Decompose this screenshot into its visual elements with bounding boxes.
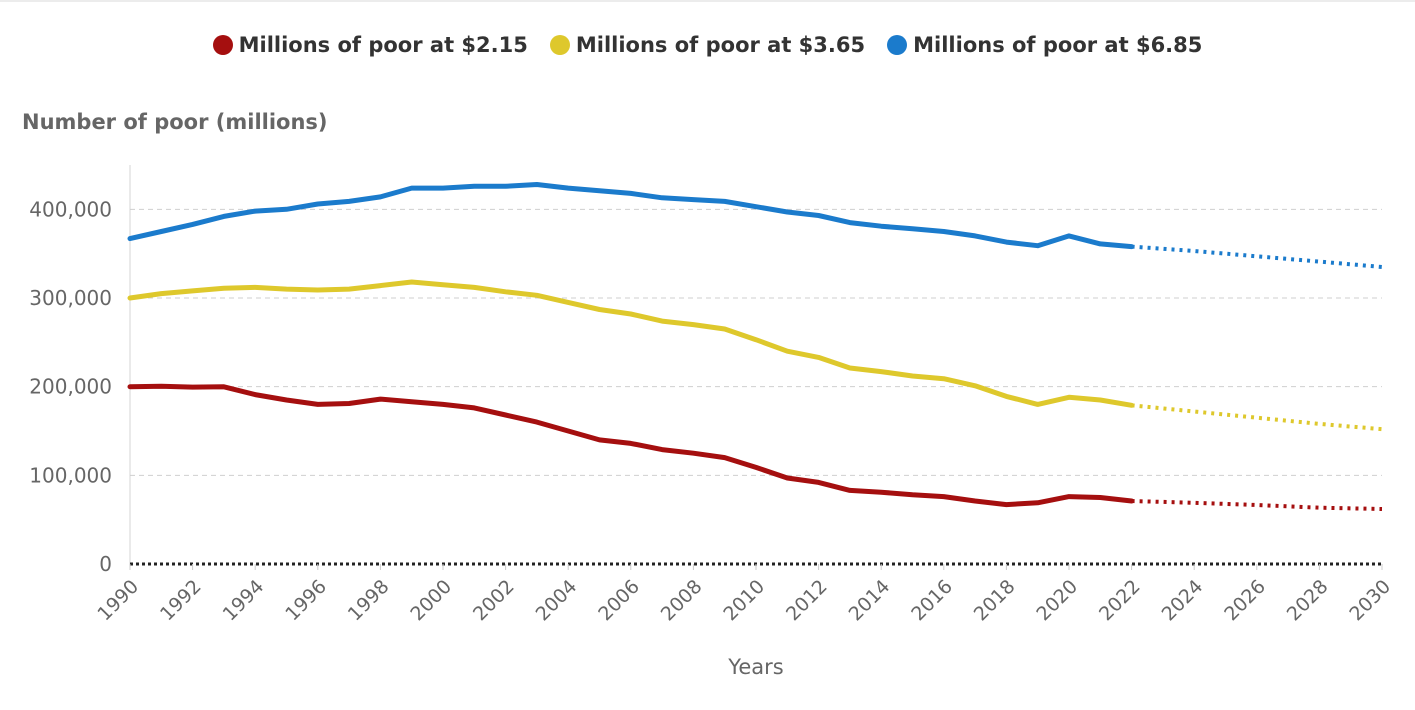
series-lines <box>127 182 1383 511</box>
y-tick-label: 0 <box>99 552 112 576</box>
chart-legend: Millions of poor at $2.15 Millions of po… <box>0 28 1415 62</box>
x-axis-ticks: 1990 1992 1994 1996 1998 2000 2002 2004 2006 2008… <box>93 564 1395 625</box>
series-line-0[interactable] <box>127 383 1135 508</box>
x-tick-label: 2030 <box>1345 576 1395 626</box>
x-tick-label: 2020 <box>1032 576 1082 626</box>
x-tick-label: 1992 <box>156 576 206 626</box>
x-tick-label: 1996 <box>281 576 331 626</box>
x-tick-label: 2018 <box>970 576 1020 626</box>
x-tick-label: 1998 <box>344 576 394 626</box>
y-tick-label: 300,000 <box>29 286 112 310</box>
series-line-1[interactable] <box>127 279 1135 408</box>
y-tick-label: 400,000 <box>29 197 112 221</box>
y-tick-label: 100,000 <box>29 463 112 487</box>
legend-swatch-365 <box>549 35 570 55</box>
x-tick-label: 2008 <box>657 576 707 626</box>
y-axis-title: Number of poor (millions) <box>22 110 328 134</box>
series-projection-0[interactable] <box>1131 499 1383 511</box>
x-tick-label: 1994 <box>219 576 269 626</box>
legend-item-365[interactable]: Millions of poor at $3.65 <box>549 33 866 57</box>
legend-item-215[interactable]: Millions of poor at $2.15 <box>212 33 528 57</box>
y-axis-ticks: 0 100,000 200,000 300,000 400,000 <box>29 197 112 576</box>
series-line-2[interactable] <box>127 182 1135 250</box>
gridlines <box>129 165 1382 566</box>
x-tick-label: 2014 <box>845 576 895 626</box>
legend-label-365: Millions of poor at $3.65 <box>575 33 866 57</box>
legend-swatch-685 <box>887 35 908 55</box>
x-tick-label: 2028 <box>1283 576 1333 626</box>
x-axis-title: Years <box>727 655 783 679</box>
y-tick-label: 200,000 <box>29 375 112 399</box>
x-tick-label: 2012 <box>782 576 832 626</box>
legend-swatch-215 <box>212 35 233 55</box>
x-tick-label: 2010 <box>719 576 769 626</box>
x-tick-label: 2000 <box>406 576 456 626</box>
x-tick-label: 2002 <box>469 576 519 626</box>
x-tick-label: 2016 <box>907 576 957 626</box>
series-projection-1[interactable] <box>1131 403 1383 432</box>
legend-item-685[interactable]: Millions of poor at $6.85 <box>887 33 1202 57</box>
top-divider <box>0 0 1415 2</box>
legend-label-685: Millions of poor at $6.85 <box>913 33 1203 57</box>
x-tick-label: 2006 <box>594 576 644 626</box>
x-tick-label: 2004 <box>532 576 582 626</box>
x-tick-label: 1990 <box>93 576 143 626</box>
x-tick-label: 2026 <box>1220 576 1270 626</box>
x-tick-label: 2022 <box>1095 576 1145 626</box>
series-projection-2[interactable] <box>1131 244 1383 269</box>
x-tick-label: 2024 <box>1158 576 1208 626</box>
legend-label-215: Millions of poor at $2.15 <box>238 33 528 57</box>
